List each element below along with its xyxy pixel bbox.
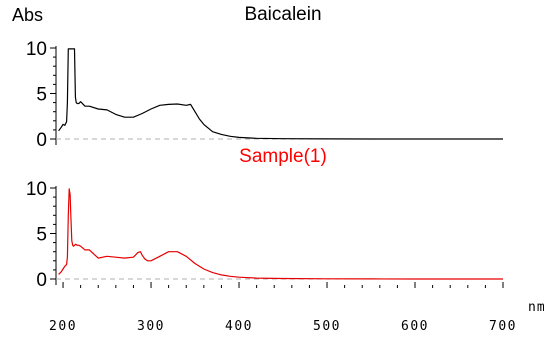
y-tick-label-1-0: 0 <box>36 130 47 151</box>
series-line-2 <box>58 188 503 280</box>
x-tick-label-700: 700 <box>489 319 517 334</box>
x-axis-unit-label: nm <box>528 300 544 315</box>
panel-title-1: Baicalein <box>244 4 321 25</box>
x-tick-label-400: 400 <box>225 319 253 334</box>
x-tick-label-300: 300 <box>137 319 165 334</box>
y-tick-label-1-10: 10 <box>26 39 47 60</box>
panel-title-2: Sample(1) <box>239 146 327 167</box>
x-tick-label-200: 200 <box>49 319 77 334</box>
x-tick-label-600: 600 <box>401 319 429 334</box>
y-tick-label-2-10: 10 <box>26 179 47 200</box>
series-line-1 <box>58 48 503 140</box>
y-axis-label: Abs <box>12 5 43 25</box>
y-tick-label-1-5: 5 <box>36 85 47 106</box>
x-tick-label-500: 500 <box>313 319 341 334</box>
y-tick-label-2-5: 5 <box>36 225 47 246</box>
y-tick-label-2-0: 0 <box>36 270 47 291</box>
